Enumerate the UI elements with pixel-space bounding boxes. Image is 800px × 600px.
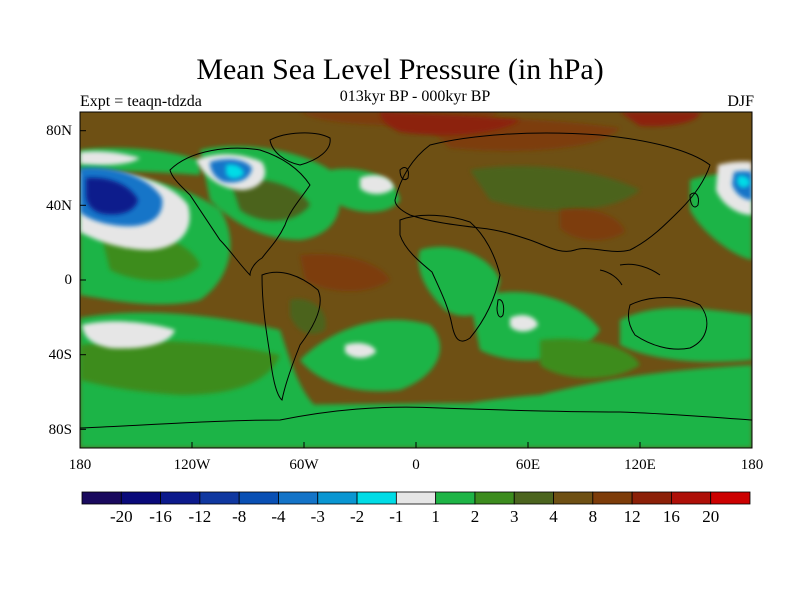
colorbar-swatch-5 (278, 491, 319, 505)
colorbar-swatch-13 (592, 491, 633, 505)
lat-label-40s: 40S (48, 347, 72, 363)
white-south-atlantic (345, 342, 376, 358)
olive-south-america (290, 299, 326, 335)
coast-north-america (169, 147, 311, 277)
deep-blue-north-pacific (86, 177, 138, 215)
colorbar-swatch-7 (356, 491, 397, 505)
colorbar-label-7: -1 (389, 507, 404, 526)
colorbar-label-6: -2 (349, 507, 365, 526)
red-arctic-siberia (380, 112, 520, 135)
colorbar-swatch-15 (671, 491, 712, 505)
colorbar-label-3: -8 (232, 507, 247, 526)
pressure-field (80, 112, 752, 448)
colorbar-swatch-2 (160, 491, 201, 505)
colorbar-swatch-1 (120, 491, 161, 505)
colorbar (81, 491, 751, 505)
colorbar-label-15: 20 (702, 507, 720, 526)
colorbar-swatch-9 (435, 491, 476, 505)
cyan-greenland (226, 164, 244, 179)
lon-label-60e: 60E (515, 457, 541, 473)
lat-label-80n: 80N (46, 123, 72, 139)
coast-africa (399, 214, 501, 342)
colorbar-label-9: 2 (470, 507, 480, 526)
white-indian (510, 315, 538, 332)
coast-south-america (261, 271, 321, 401)
season-label: DJF (727, 93, 754, 110)
colorbar-swatch-10 (474, 491, 515, 505)
coastlines (80, 132, 752, 429)
coast-antarctica (80, 406, 752, 429)
colorbar-label-5: -3 (310, 507, 325, 526)
colorbar-label-4: -4 (271, 507, 286, 526)
coast-uk (399, 167, 409, 181)
experiment-label: Expt = teaqn-tdzda (80, 93, 202, 110)
coast-eurasia (394, 132, 711, 252)
lon-label-60w: 60W (289, 457, 319, 473)
lon-label-0: 0 (412, 457, 420, 473)
white-south-pacific (82, 321, 175, 349)
colorbar-label-8: 1 (431, 507, 440, 526)
olive-north-america (230, 178, 310, 221)
white-north-atlantic (360, 175, 394, 194)
brown-tropics (300, 253, 390, 292)
axis-ticks (79, 130, 753, 448)
colorbar-label-2: -12 (188, 507, 212, 526)
lon-label-180w: 180 (68, 457, 92, 473)
red-east-siberia (620, 112, 700, 127)
lat-label-80s: 80S (48, 422, 72, 438)
coast-madagascar (496, 299, 505, 318)
brown-east-asia (560, 208, 625, 241)
lon-label-120w: 120W (173, 457, 211, 473)
colorbar-swatch-8 (395, 491, 437, 505)
coast-indonesia (599, 263, 661, 286)
africa-green (418, 246, 500, 316)
dark-green-south (80, 340, 280, 395)
coast-japan (689, 192, 699, 208)
olive-asia (470, 166, 640, 211)
colorbar-swatch-16 (710, 491, 751, 505)
chart-title: Mean Sea Level Pressure (in hPa) (196, 53, 604, 86)
colorbar-label-10: 3 (509, 507, 519, 526)
colorbar-label-0: -20 (109, 507, 133, 526)
white-arctic-west (80, 151, 140, 166)
lat-label-0: 0 (64, 272, 73, 288)
lon-label-180e: 180 (740, 457, 764, 473)
colorbar-swatch-0 (81, 491, 122, 505)
colorbar-swatch-14 (631, 491, 672, 505)
colorbar-label-13: 12 (623, 507, 641, 526)
south-pacific-green (620, 308, 752, 362)
colorbar-swatch-6 (317, 491, 358, 505)
cyan-north-pacific-east (737, 175, 750, 188)
colorbar-swatch-12 (553, 491, 594, 505)
dark-green-indian (540, 338, 640, 379)
coast-australia (627, 297, 708, 350)
colorbar-swatch-3 (199, 491, 240, 505)
chart-subtitle: 013kyr BP - 000kyr BP (339, 88, 491, 105)
coast-greenland (269, 132, 331, 166)
colorbar-label-11: 4 (549, 507, 558, 526)
colorbar-swatch-11 (513, 491, 554, 505)
antarctic-green-strip (80, 402, 752, 448)
colorbar-label-14: 16 (662, 507, 680, 526)
colorbar-label-12: 8 (588, 507, 598, 526)
lat-label-40n: 40N (46, 198, 72, 214)
colorbar-label-1: -16 (149, 507, 172, 526)
lon-label-120e: 120E (624, 457, 656, 473)
colorbar-swatch-4 (238, 491, 279, 505)
